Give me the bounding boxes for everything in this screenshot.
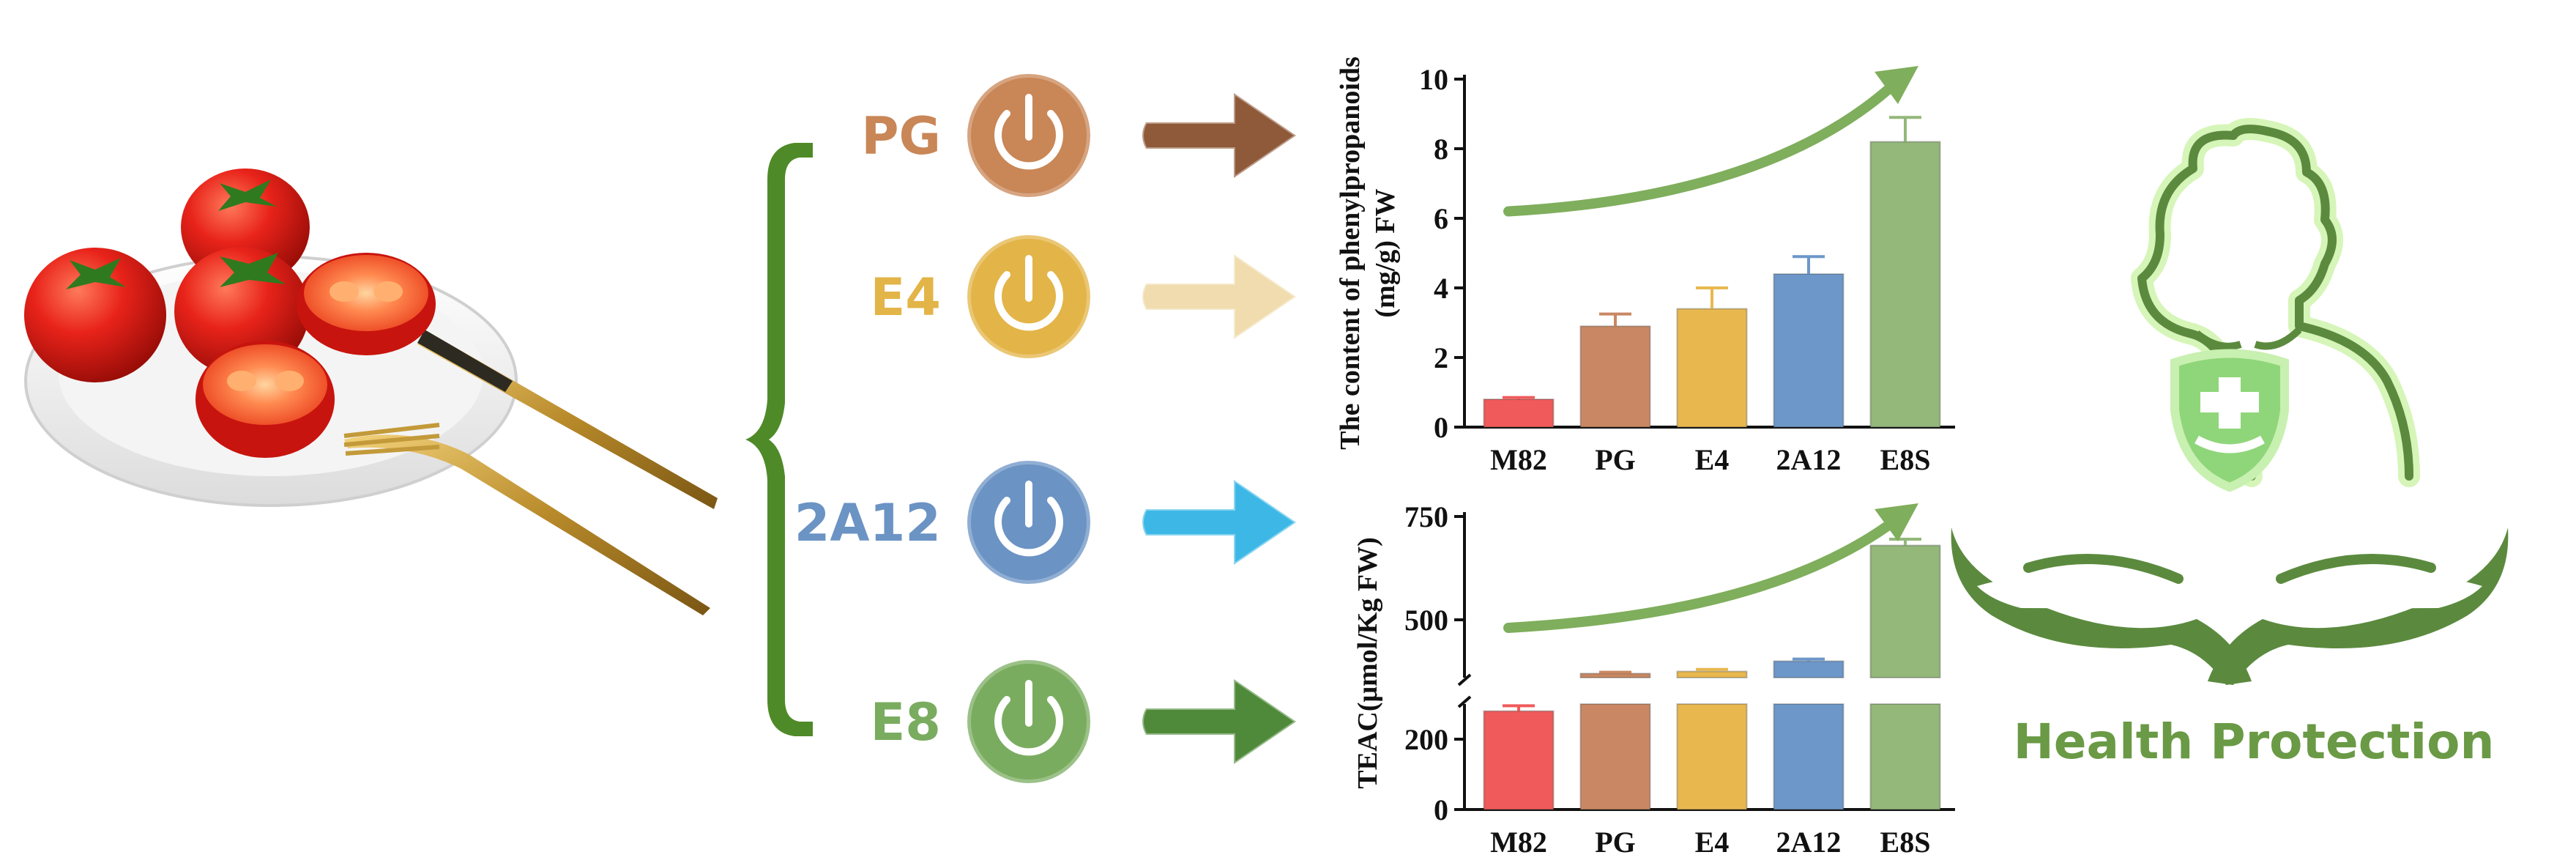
bar-pg: [1579, 673, 1651, 678]
power-symbol-arc: [994, 497, 1063, 557]
axis-break-mark: [1457, 673, 1472, 686]
power-icon-ring: [964, 70, 1094, 201]
y-tick-label: 4: [1434, 272, 1448, 305]
bar-e4: [1676, 670, 1748, 678]
y-tick-label: 2: [1434, 341, 1448, 374]
tomato-half-icon: [297, 253, 436, 355]
power-icon-ring: [964, 232, 1094, 362]
y-tick-label: 8: [1434, 133, 1448, 166]
y-tick-label: 0: [1434, 411, 1448, 444]
tomato-plate-illustration: [24, 168, 718, 615]
human-silhouette-icon: [2131, 118, 2420, 487]
x-tick-label: E8S: [1880, 443, 1931, 476]
bar-e8s-lower: [1869, 703, 1941, 810]
y-tick-label: 0: [1434, 793, 1448, 826]
bar-e8s: [1869, 141, 1941, 428]
bar-2a12-lower: [1773, 703, 1844, 810]
knife-icon: [417, 330, 718, 509]
tomato-icon: [24, 248, 166, 382]
bar-pg-lower: [1579, 703, 1651, 810]
y-tick-label: 750: [1404, 500, 1448, 533]
power-symbol-arc: [994, 696, 1063, 756]
power-icon-ring: [964, 656, 1094, 787]
y-tick-label: 10: [1419, 63, 1448, 96]
bar-m82: [1483, 710, 1555, 810]
x-tick-label: M82: [1490, 826, 1547, 859]
gene-label: E8: [870, 692, 941, 752]
trend-arrowhead: [1875, 66, 1918, 104]
arrow-right-icon: [1141, 251, 1299, 342]
fork-icon: [343, 423, 710, 615]
x-tick-label: 2A12: [1776, 443, 1842, 476]
gene-label: E4: [870, 267, 941, 327]
bar-e4: [1676, 308, 1748, 428]
health-protection-label: Health Protection: [2014, 714, 2495, 770]
x-tick-label: E4: [1695, 826, 1730, 859]
bar-2a12: [1773, 273, 1844, 428]
arrow-right-icon: [1141, 676, 1299, 767]
y-tick-label: 200: [1404, 723, 1448, 756]
x-tick-label: E8S: [1880, 826, 1931, 859]
y-tick-label: 500: [1404, 604, 1448, 637]
trend-arrow: [1503, 77, 1902, 217]
gene-label: PG: [861, 106, 941, 166]
shield-icon: [2170, 349, 2289, 492]
power-icon-ring: [964, 457, 1094, 588]
trend-arrowhead: [1875, 503, 1918, 541]
power-symbol-arc: [994, 271, 1063, 331]
gene-row-e8: E8: [870, 656, 1299, 787]
tomato-half-icon: [196, 341, 335, 458]
hands-icon: [1951, 527, 2509, 685]
teac-chart: 0 200 500 750 M82 PG E4 2A12 E8S TEAC(μmol/Kg FW): [1352, 500, 1955, 859]
x-tick-label: 2A12: [1776, 826, 1842, 859]
trend-arrow: [1503, 514, 1902, 633]
y-tick-label: 6: [1434, 202, 1448, 235]
gene-rows: PG E4 2A12 E8: [794, 70, 1299, 787]
gene-label: 2A12: [794, 493, 941, 553]
gene-row-e4: E4: [870, 232, 1299, 362]
y-axis-label: The content of phenylpropanoids: [1335, 56, 1366, 450]
curly-brace: [745, 143, 813, 736]
bar-2a12: [1773, 660, 1844, 679]
gene-row-2a12: 2A12: [794, 457, 1299, 588]
phenylpropanoid-chart: 0 2 4 6 8 10 M82 PG E4 2A12 E8S The content of phen…: [1335, 56, 1955, 476]
power-symbol-arc: [994, 110, 1063, 170]
arrow-right-icon: [1141, 477, 1299, 568]
x-tick-label: PG: [1595, 443, 1636, 476]
gene-row-pg: PG: [861, 70, 1299, 201]
y-axis-label: TEAC(μmol/Kg FW): [1352, 537, 1383, 788]
x-tick-label: E4: [1695, 443, 1730, 476]
bar-e4-lower: [1676, 703, 1748, 810]
arrow-right-icon: [1141, 90, 1299, 181]
bar-e8s: [1869, 544, 1941, 678]
x-tick-label: PG: [1595, 826, 1636, 859]
y-axis-label: (mg/g) FW: [1370, 188, 1401, 317]
bar-pg: [1579, 325, 1651, 428]
axis-break-mark: [1457, 695, 1472, 708]
x-tick-label: M82: [1490, 443, 1547, 476]
health-protection-graphic: Health Protection: [1951, 118, 2509, 770]
bar-m82: [1483, 399, 1555, 428]
